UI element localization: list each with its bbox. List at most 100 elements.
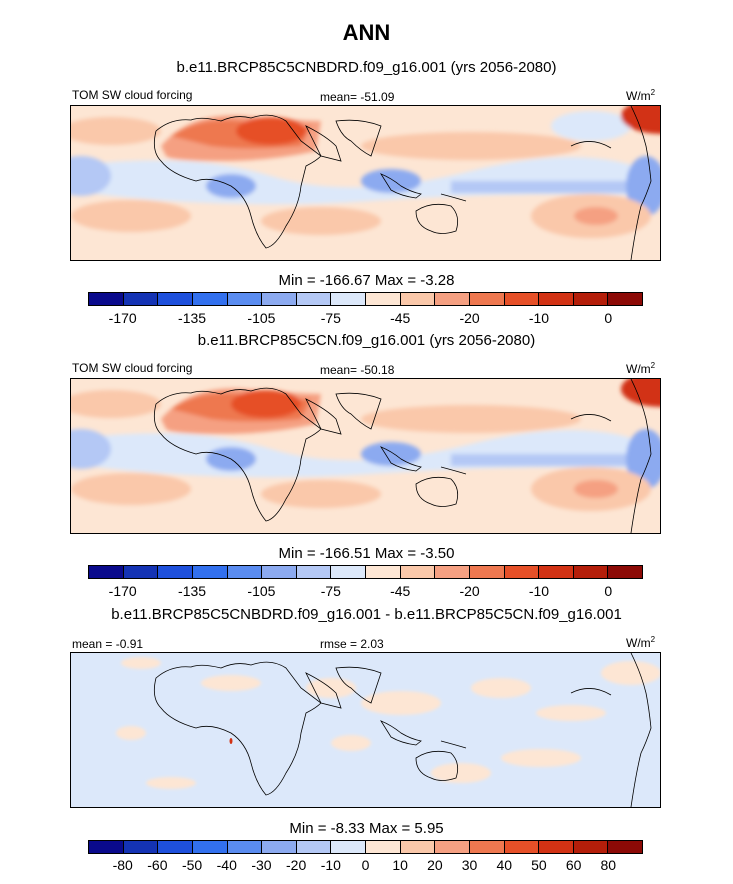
colorbar-box [331,566,366,578]
colorbar-box [366,841,401,853]
panel-3-units: W/m2 [626,635,656,650]
colorbar-box [331,293,366,305]
panel-3-colorbar-ticks: -80 -60 -50 -40 -30 -20 -10 0 10 20 30 40 50 60 80 [88,857,643,875]
panel-1-mean-label: mean= -51.09 [320,90,395,104]
colorbar-box [573,566,609,578]
colorbar-box [89,841,124,853]
colorbar-box [400,566,436,578]
colorbar-tick-label: -10 [528,583,550,599]
colorbar-box [608,841,642,853]
colorbar-box [539,566,574,578]
colorbar-tick-label: -30 [251,857,272,873]
panel-1-colorbar [88,292,643,306]
colorbar-box [296,293,332,305]
colorbar-box [296,841,332,853]
colorbar-box [504,566,540,578]
colorbar-box [435,841,470,853]
plot-title: ANN [342,20,391,45]
panel-1-stats: Min = -166.67 Max = -3.28 [278,272,455,289]
panel-1-variable-label: TOM SW cloud forcing [72,88,193,102]
colorbar-box [573,293,609,305]
colorbar-tick-label: -20 [286,857,307,873]
colorbar-box [192,293,228,305]
colorbar-tick-label: 80 [600,857,617,873]
colorbar-box [400,841,436,853]
colorbar-box [89,293,124,305]
colorbar-tick-label: 60 [565,857,582,873]
colorbar-tick-label: -50 [181,857,203,873]
colorbar-box [123,293,159,305]
colorbar-box [123,841,159,853]
colorbar-tick-label: 40 [496,857,513,873]
colorbar-tick-label: -60 [147,857,168,873]
colorbar-box [504,293,540,305]
panel-1-colorbar-ticks: -170 -135 -105 -75 -45 -20 -10 0 [88,310,643,328]
colorbar-box [158,841,193,853]
colorbar-box [435,566,470,578]
panel-2-mean-label: mean= -50.18 [320,363,395,377]
colorbar-box [573,841,609,853]
colorbar-tick-label: -105 [247,583,276,599]
colorbar-tick-label: 50 [531,857,547,873]
colorbar-box [366,293,401,305]
panel-2-variable-label: TOM SW cloud forcing [72,361,193,375]
colorbar-box [469,293,505,305]
colorbar-tick-label: -45 [390,583,411,599]
colorbar-box [227,293,263,305]
colorbar-box [296,566,332,578]
colorbar-tick-label: -75 [320,583,341,599]
colorbar-box [192,841,228,853]
panel-3-case-title: b.e11.BRCP85C5CNBDRD.f09_g16.001 - b.e11… [111,606,622,623]
panel-2-stats: Min = -166.51 Max = -3.50 [278,545,455,562]
colorbar-box [435,293,470,305]
colorbar-box [262,566,297,578]
panel-2-colorbar-ticks: -170 -135 -105 -75 -45 -20 -10 0 [88,583,643,601]
colorbar-tick-label: -75 [320,310,341,326]
colorbar-tick-label: 30 [461,857,478,873]
panel-2-map [70,378,661,534]
colorbar-tick-label: -10 [528,310,550,326]
colorbar-tick-label: -20 [459,583,480,599]
colorbar-tick-label: 0 [361,857,370,873]
colorbar-box [262,293,297,305]
colorbar-tick-label: -10 [320,857,341,873]
colorbar-tick-label: -105 [247,310,276,326]
colorbar-box [504,841,540,853]
colorbar-tick-label: 0 [604,583,613,599]
colorbar-tick-label: -135 [178,310,207,326]
colorbar-tick-label: -45 [390,310,411,326]
colorbar-box [123,566,159,578]
panel-1-map [70,105,661,261]
colorbar-tick-label: -20 [459,310,480,326]
colorbar-box [539,841,574,853]
panel-2-units: W/m2 [626,361,656,376]
colorbar-tick-label: 20 [427,857,443,873]
colorbar-tick-label: -80 [112,857,133,873]
panel-3-stats: Min = -8.33 Max = 5.95 [289,820,444,837]
colorbar-tick-label: 10 [392,857,408,873]
colorbar-tick-label: -170 [108,310,137,326]
colorbar-tick-label: 0 [604,310,613,326]
colorbar-box [608,566,642,578]
panel-1-case-title: b.e11.BRCP85C5CNBDRD.f09_g16.001 (yrs 20… [176,59,557,76]
panel-3-map [70,652,661,808]
colorbar-box [262,841,297,853]
panel-1-units: W/m2 [626,88,656,103]
colorbar-box [227,566,263,578]
colorbar-tick-label: -135 [178,583,207,599]
panel-2-colorbar [88,565,643,579]
panel-3-rmse-label: rmse = 2.03 [320,637,384,651]
colorbar-box [158,293,193,305]
colorbar-box [469,566,505,578]
colorbar-box [227,841,263,853]
colorbar-tick-label: -170 [108,583,137,599]
colorbar-box [539,293,574,305]
panel-3-colorbar [88,840,643,854]
colorbar-box [366,566,401,578]
panel-2-case-title: b.e11.BRCP85C5CN.f09_g16.001 (yrs 2056-2… [197,332,536,349]
colorbar-box [400,293,436,305]
colorbar-box [89,566,124,578]
colorbar-box [331,841,366,853]
colorbar-box [192,566,228,578]
colorbar-box [469,841,505,853]
